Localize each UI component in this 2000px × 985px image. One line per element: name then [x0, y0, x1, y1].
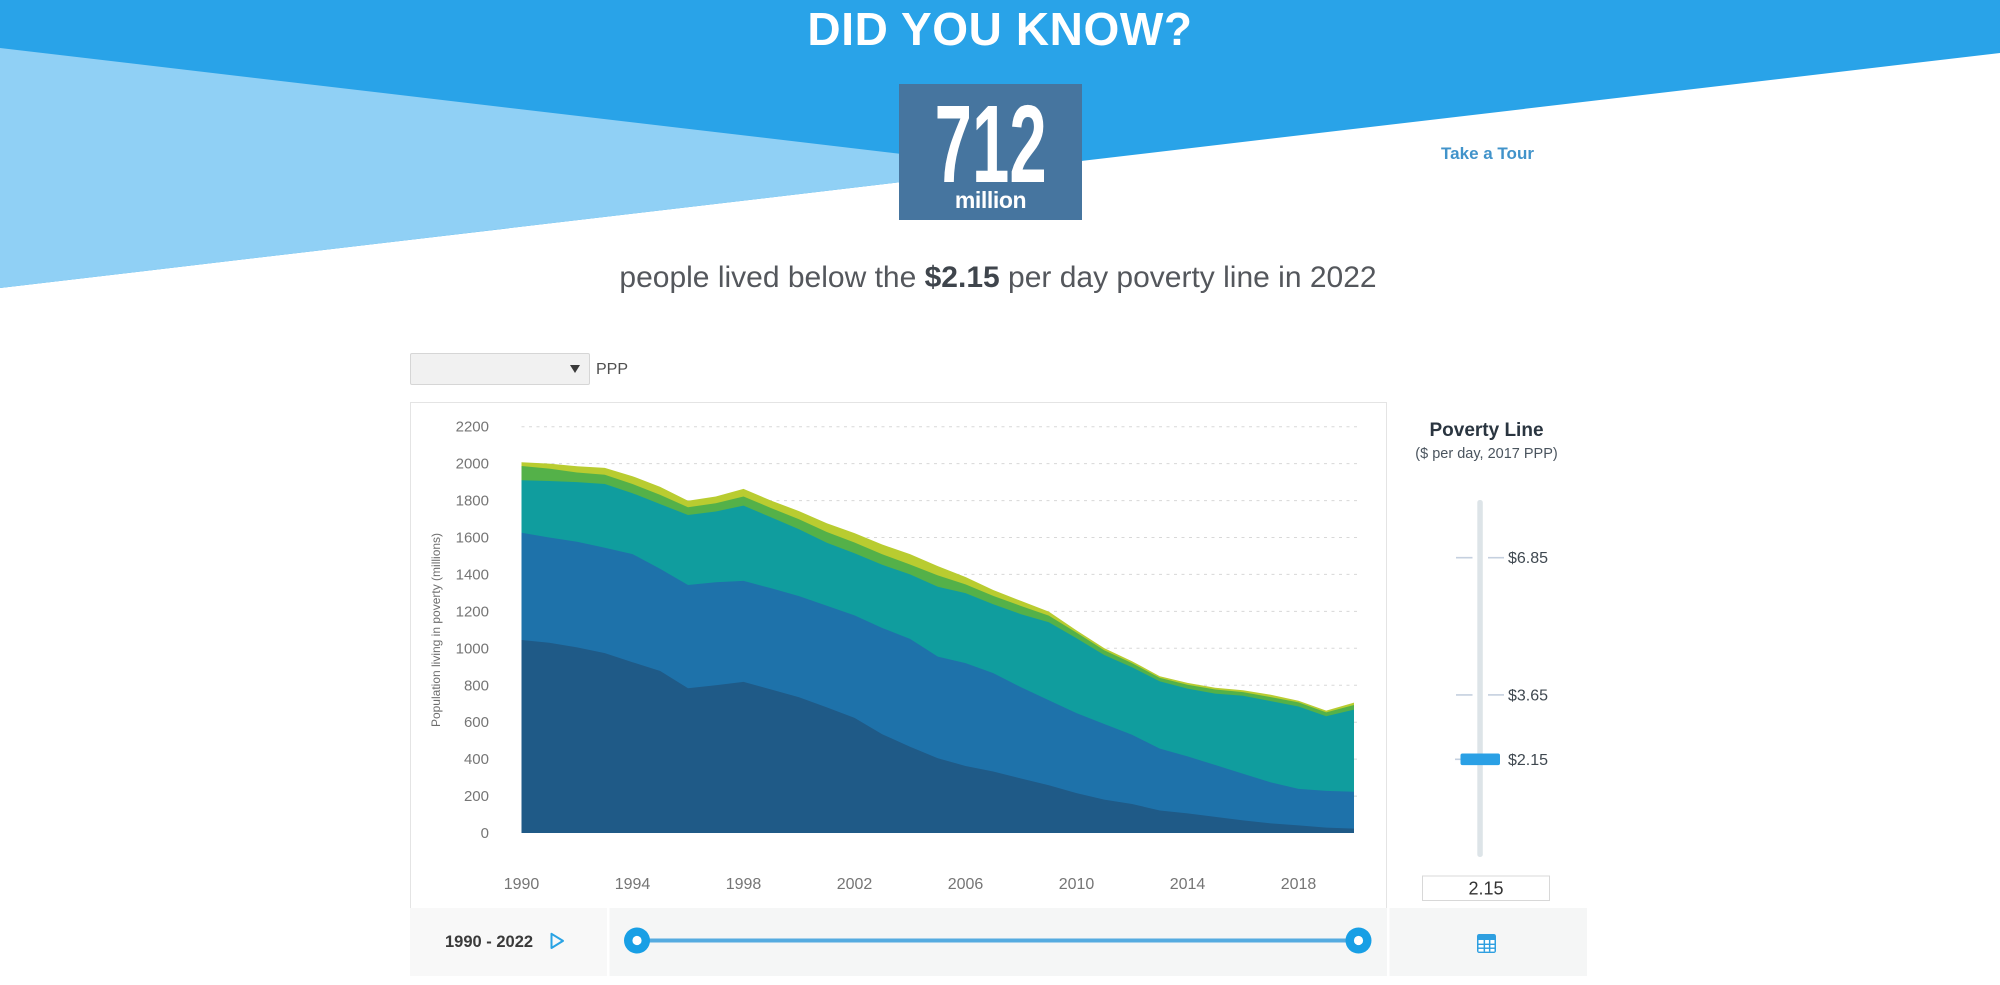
svg-text:2018: 2018 [1281, 876, 1317, 893]
svg-text:0: 0 [481, 825, 489, 842]
svg-text:1200: 1200 [456, 603, 489, 620]
svg-text:800: 800 [464, 677, 489, 694]
svg-text:2.15: 2.15 [1468, 879, 1503, 899]
svg-text:2002: 2002 [837, 876, 873, 893]
svg-text:200: 200 [464, 788, 489, 805]
svg-text:$3.65: $3.65 [1508, 687, 1548, 704]
svg-text:$2.15: $2.15 [1508, 752, 1548, 769]
svg-text:2014: 2014 [1170, 876, 1206, 893]
svg-text:2200: 2200 [456, 419, 489, 436]
svg-text:1800: 1800 [456, 493, 489, 510]
svg-text:2010: 2010 [1059, 876, 1095, 893]
svg-text:1000: 1000 [456, 640, 489, 657]
svg-text:2006: 2006 [948, 876, 984, 893]
svg-text:2000: 2000 [456, 456, 489, 473]
svg-text:600: 600 [464, 714, 489, 731]
svg-text:1400: 1400 [456, 566, 489, 583]
svg-text:1998: 1998 [726, 876, 762, 893]
svg-text:1990 - 2022: 1990 - 2022 [445, 933, 533, 951]
svg-text:Population living in poverty (: Population living in poverty (millions) [429, 533, 443, 727]
svg-text:$6.85: $6.85 [1508, 550, 1548, 567]
svg-text:400: 400 [464, 751, 489, 768]
svg-text:1600: 1600 [456, 530, 489, 547]
svg-text:1990: 1990 [504, 876, 540, 893]
svg-text:1994: 1994 [615, 876, 651, 893]
